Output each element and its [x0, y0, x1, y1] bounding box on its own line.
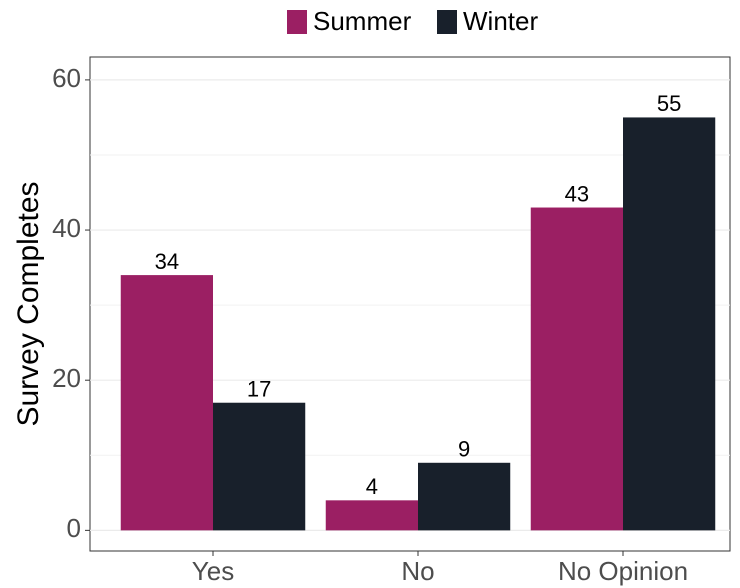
- y-tick-label: 40: [52, 213, 81, 243]
- y-tick-label: 60: [52, 63, 81, 93]
- bar: [623, 117, 716, 531]
- bar: [418, 462, 511, 531]
- y-axis-label: Survey Completes: [12, 181, 45, 426]
- legend-label: Summer: [313, 6, 412, 36]
- legend-label: Winter: [463, 6, 538, 36]
- bar: [213, 402, 306, 531]
- data-label: 43: [565, 181, 589, 206]
- bar: [530, 207, 623, 531]
- x-tick-label: No Opinion: [558, 556, 688, 586]
- data-label: 9: [458, 437, 470, 462]
- y-tick-label: 0: [67, 513, 81, 543]
- x-tick-label: No: [401, 556, 434, 586]
- data-label: 4: [366, 474, 378, 499]
- legend-swatch: [437, 10, 457, 34]
- x-tick-label: Yes: [192, 556, 234, 586]
- data-label: 55: [657, 91, 681, 116]
- y-tick-label: 20: [52, 363, 81, 393]
- data-label: 34: [155, 249, 179, 274]
- bar: [120, 275, 213, 531]
- legend-swatch: [287, 10, 307, 34]
- data-label: 17: [247, 377, 271, 402]
- bar: [325, 500, 418, 531]
